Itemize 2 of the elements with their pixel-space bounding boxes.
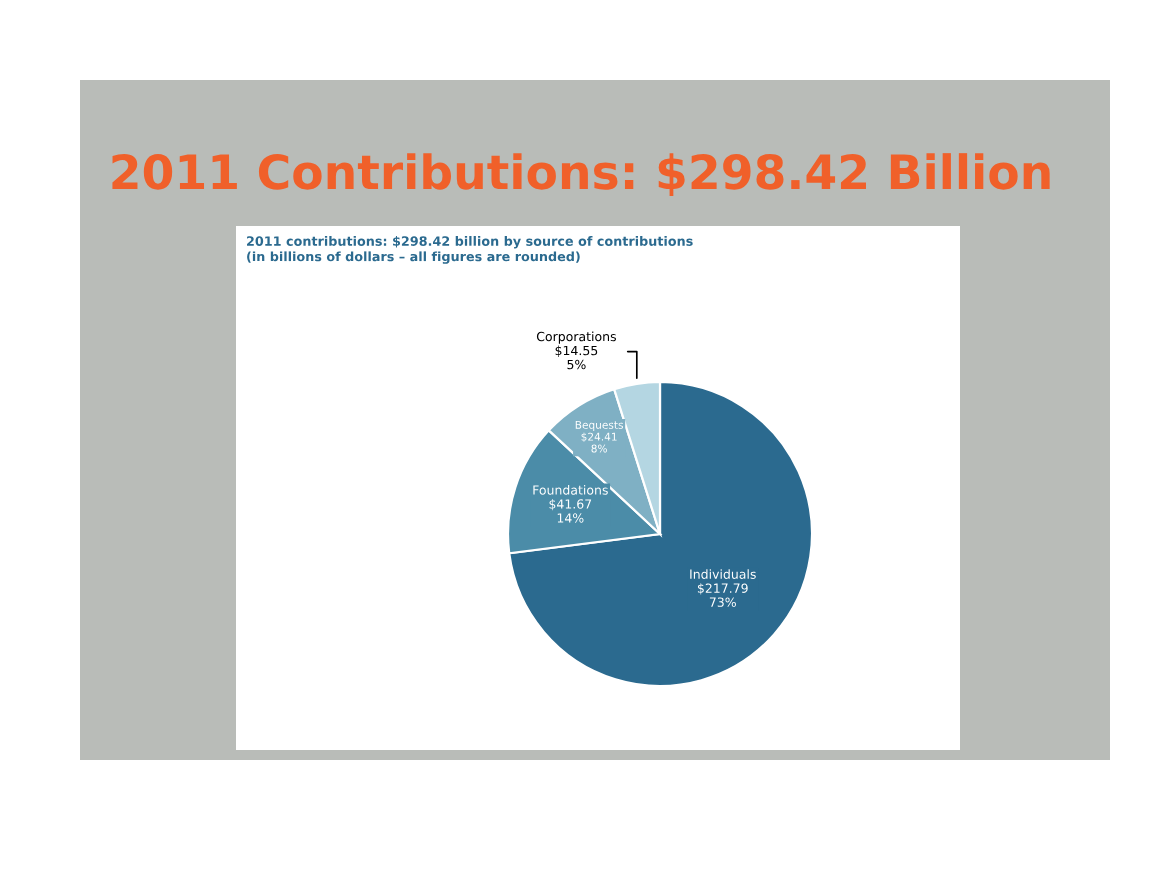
pie-slice xyxy=(508,380,814,688)
chart-title: 2011 Contributions: $298.42 Billion xyxy=(112,153,1050,196)
